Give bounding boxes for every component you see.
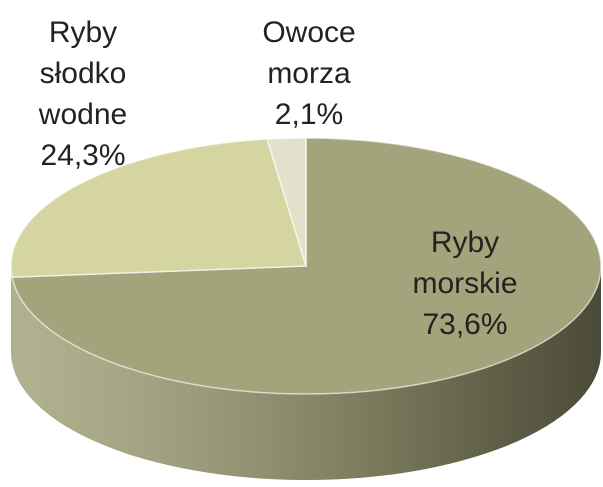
value-label: 73,6%	[422, 308, 508, 341]
category-label: Ryby morskie	[412, 226, 518, 300]
pie-side-shade	[12, 266, 602, 481]
pie-side-shade	[11, 266, 13, 364]
pie-slice	[266, 137, 307, 267]
pie-slice	[10, 138, 308, 279]
value-label: 24,3%	[40, 139, 126, 172]
slice-label: Ryby słodko wodne 24,3%	[18, 12, 148, 176]
value-label: 2,1%	[274, 98, 344, 131]
slice-label: Ryby morskie 73,6%	[400, 222, 530, 345]
category-label: Owoce morza	[262, 16, 356, 90]
slice-label: Owoce morza 2,1%	[244, 12, 374, 135]
category-label: Ryby słodko wodne	[38, 16, 128, 131]
